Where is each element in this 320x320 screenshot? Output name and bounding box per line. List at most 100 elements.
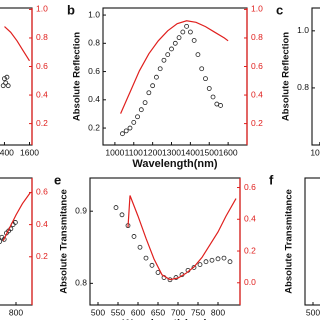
- y-tick-label: 1.0: [297, 25, 309, 35]
- y2-tick-label: 0.6: [244, 182, 256, 192]
- x-tick-label: 700: [171, 307, 185, 317]
- y2-tick-label: 1.0: [251, 4, 263, 14]
- x-axis-label: Wavelength(nm): [122, 318, 207, 320]
- data-point: [12, 220, 18, 225]
- y-tick-label: 1.0: [88, 9, 100, 19]
- data-point: [169, 46, 174, 52]
- data-point: [131, 120, 137, 125]
- plot-frame: [89, 177, 241, 306]
- y2-tick-label: 0.8: [36, 32, 48, 42]
- y-tick-label: 0.4: [88, 94, 100, 104]
- data-point: [2, 76, 7, 82]
- data-point: [120, 131, 125, 137]
- data-point: [149, 262, 155, 268]
- data-point: [221, 255, 227, 261]
- data-point: [142, 100, 148, 106]
- y-axis-label: Absolute Transmitance: [59, 189, 70, 294]
- x-tick-label: 1000: [310, 147, 320, 157]
- data-point: [157, 66, 163, 72]
- plot-frame: [311, 7, 320, 146]
- data-point: [191, 38, 197, 43]
- panel: 1400 1600 0.2 0.4 0.6 0.8 1.0: [0, 4, 48, 157]
- panel: 1000 1100 1200 1300 1400 1500 1600 0.2 0.4 0.6 0.8…: [67, 2, 263, 169]
- x-tick-label: 750: [191, 307, 205, 317]
- data-point: [123, 128, 129, 134]
- data-point: [131, 234, 137, 239]
- y-axis-label: Absolute Transmitance: [284, 189, 295, 294]
- data-point: [209, 257, 215, 263]
- data-point: [119, 212, 125, 218]
- y-tick-label: 0.2: [88, 122, 100, 132]
- y-axis-label: Absolute Reflection: [281, 32, 292, 121]
- x-tick-label: 1600: [219, 147, 238, 157]
- x-tick-label: 800: [211, 307, 225, 317]
- data-point: [203, 76, 208, 82]
- x-tick-label: 500: [306, 307, 320, 317]
- x-tick-label: 500: [91, 307, 105, 317]
- data-point: [113, 205, 119, 210]
- data-point: [135, 114, 140, 120]
- panel: 500 550 600 650 700 750 800 0.8 0.9 0.0 0.2 0.4 0.6 e…: [54, 172, 256, 320]
- x-tick-label: 800: [9, 307, 23, 317]
- x-tick-label: 1400: [0, 147, 14, 157]
- y-tick-label: 0.8: [75, 278, 87, 288]
- x-tick-label: 1100: [125, 147, 144, 157]
- x-axis-label: Wavelength(nm): [132, 158, 217, 170]
- data-point: [203, 259, 209, 265]
- y2-tick-label: 0.4: [251, 89, 263, 99]
- y-tick-label: 0.9: [75, 205, 87, 215]
- data-point: [206, 86, 212, 91]
- panel-label: f: [269, 172, 274, 187]
- data-line: [127, 195, 237, 281]
- data-line: [4, 26, 31, 62]
- data-point: [191, 265, 197, 270]
- plot-frame: [304, 177, 320, 306]
- y2-tick-label: 0.4: [36, 89, 48, 99]
- data-point: [154, 74, 159, 80]
- data-line: [2, 192, 31, 241]
- y-axis-label: Absolute Reflection: [72, 32, 83, 121]
- x-tick-label: 1400: [181, 147, 200, 157]
- x-tick-label: 1300: [162, 147, 181, 157]
- y2-tick-label: 0.4: [244, 214, 256, 224]
- data-line: [120, 20, 229, 114]
- x-tick-label: 1000: [105, 147, 124, 157]
- data-point: [195, 52, 201, 58]
- panel-label: b: [67, 2, 75, 17]
- data-point: [176, 35, 182, 41]
- y2-tick-label: 0.2: [36, 251, 48, 261]
- panel: 1000 0.8 1.0 c Absolute Reflection: [276, 2, 320, 157]
- data-point: [215, 256, 221, 262]
- data-point: [0, 83, 6, 89]
- x-tick-label: 1200: [143, 147, 162, 157]
- data-point: [146, 90, 152, 96]
- data-point: [180, 29, 186, 35]
- data-point: [3, 80, 9, 86]
- data-point: [199, 66, 205, 72]
- y2-tick-label: 0.2: [36, 118, 48, 128]
- data-point: [165, 52, 171, 58]
- data-point: [0, 239, 3, 244]
- panel: 500 f Absolute Transmitance: [269, 172, 320, 317]
- data-point: [161, 57, 167, 63]
- data-point: [5, 83, 11, 89]
- panel-label: c: [276, 2, 283, 17]
- data-point: [172, 40, 178, 46]
- y2-tick-label: 0.6: [251, 61, 263, 71]
- y-tick-label: 0.6: [88, 66, 100, 76]
- data-point: [210, 94, 216, 100]
- y2-tick-label: 0.2: [244, 245, 256, 255]
- data-point: [187, 29, 193, 35]
- y2-tick-label: 0.6: [36, 187, 48, 197]
- panel-label: e: [54, 172, 61, 187]
- y2-tick-label: 0.0: [244, 277, 256, 287]
- data-point: [127, 125, 133, 131]
- x-tick-label: 1500: [200, 147, 219, 157]
- data-point: [227, 259, 233, 265]
- y2-tick-label: 0.2: [251, 118, 263, 128]
- data-point: [1, 236, 7, 242]
- x-tick-label: 1600: [20, 147, 39, 157]
- plot-frame: [102, 7, 248, 146]
